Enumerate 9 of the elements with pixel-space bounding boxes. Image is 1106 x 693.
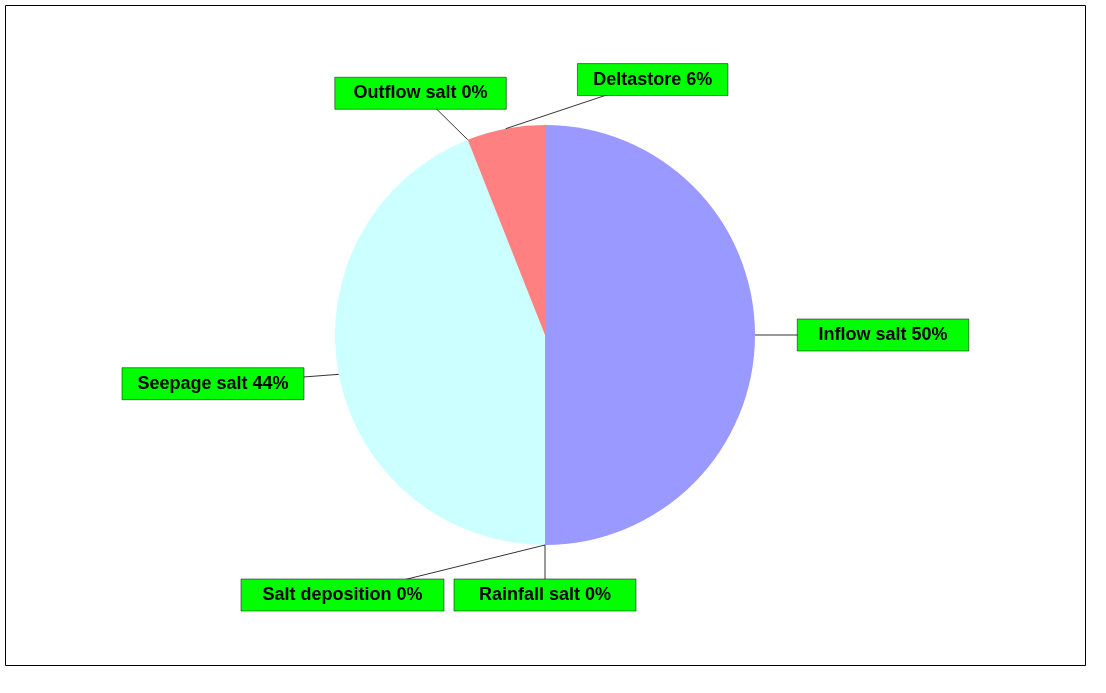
category-label: Outflow salt 0% [353, 82, 488, 103]
slice-label: Inflow salt 50% [818, 324, 948, 344]
slice-label: Deltastore 6% [593, 68, 713, 89]
slice-label: Seepage salt 44% [137, 372, 289, 393]
pie-slice [545, 125, 755, 545]
category-label: Salt deposition 0% [262, 584, 423, 604]
pie-slice [335, 139, 545, 545]
category-label: Rainfall salt 0% [478, 584, 612, 604]
pie-slice [467, 125, 545, 335]
